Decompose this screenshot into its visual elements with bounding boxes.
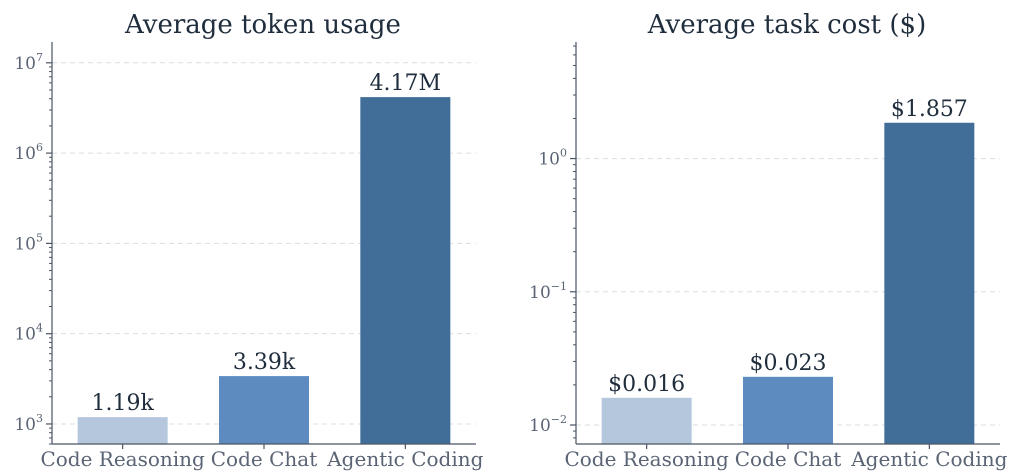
chart-title: Average task cost ($) xyxy=(647,10,926,40)
x-tick-label: Agentic Coding xyxy=(326,447,483,471)
y-tick-label: 10−1 xyxy=(529,280,567,303)
y-tick-label: 106 xyxy=(14,141,43,164)
x-tick-label: Code Reasoning xyxy=(40,447,205,471)
bar-value-label: $1.857 xyxy=(891,97,968,122)
y-axis: 10−2 10−1 100 xyxy=(529,42,577,444)
y-tick-label: 100 xyxy=(538,147,567,170)
x-axis: Code Reasoning Code Chat Agentic Coding xyxy=(564,443,1008,471)
x-tick-label: Agentic Coding xyxy=(850,447,1007,471)
bar-2 xyxy=(884,122,975,444)
bar-value-labels: $0.016 $0.023 $1.857 xyxy=(608,97,968,397)
y-tick-label: 103 xyxy=(14,412,43,435)
bars xyxy=(77,97,451,444)
bar-value-label: 3.39k xyxy=(233,350,296,375)
chart-task-cost: Average task cost ($) $0.016 $0.023 $1.857… xyxy=(529,10,1007,471)
bar-1 xyxy=(743,376,833,444)
chart-title: Average token usage xyxy=(124,10,401,40)
y-axis: 103 104 105 106 107 xyxy=(14,42,53,445)
bar-value-label: 4.17M xyxy=(370,71,442,96)
bar-0 xyxy=(77,417,168,444)
y-tick-label: 104 xyxy=(14,322,43,345)
bar-value-label: $0.016 xyxy=(608,372,685,397)
x-axis: Code Reasoning Code Chat Agentic Coding xyxy=(40,443,484,471)
bar-1 xyxy=(219,376,309,444)
x-tick-label: Code Chat xyxy=(211,447,317,471)
y-tick-label: 105 xyxy=(14,231,43,254)
x-tick-label: Code Reasoning xyxy=(564,447,729,471)
bars xyxy=(601,122,975,444)
bar-value-label: $0.023 xyxy=(750,351,827,376)
bar-value-label: 1.19k xyxy=(92,391,155,416)
bar-value-labels: 1.19k 3.39k 4.17M xyxy=(92,71,442,416)
bar-0 xyxy=(601,397,692,444)
y-tick-label: 107 xyxy=(14,51,43,74)
x-tick-label: Code Chat xyxy=(735,447,841,471)
bar-2 xyxy=(360,97,451,444)
y-tick-label: 10−2 xyxy=(529,413,567,436)
